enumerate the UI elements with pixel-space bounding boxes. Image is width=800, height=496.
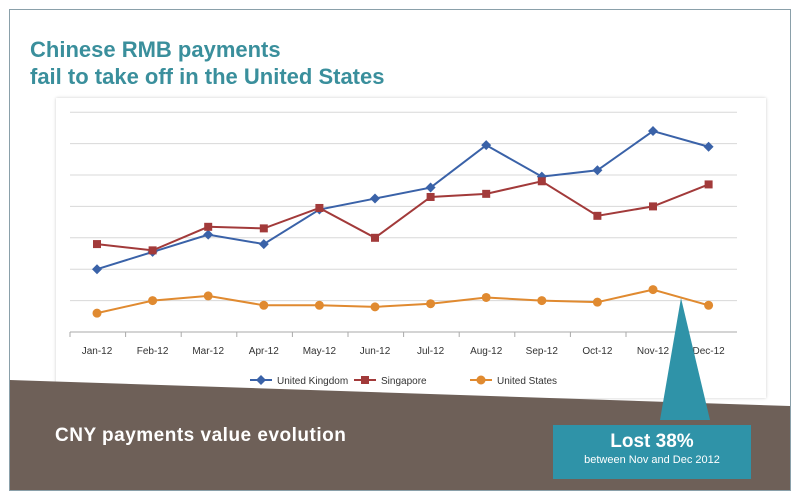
data-point bbox=[315, 203, 324, 212]
legend-marker bbox=[476, 375, 486, 385]
data-point bbox=[593, 211, 602, 220]
x-tick-label: Sep-12 bbox=[526, 346, 559, 357]
series-line-singapore bbox=[96, 180, 709, 252]
data-point bbox=[371, 233, 379, 242]
title-line-1: Chinese RMB payments bbox=[30, 37, 281, 62]
x-tick-label: Apr-12 bbox=[249, 346, 279, 357]
slide-title: Chinese RMB payments fail to take off in… bbox=[30, 36, 384, 90]
data-point bbox=[370, 193, 380, 204]
data-point bbox=[426, 299, 436, 309]
series-line-united-states bbox=[96, 288, 709, 315]
data-point bbox=[92, 264, 102, 275]
legend-marker bbox=[361, 376, 369, 384]
x-tick-label: Jun-12 bbox=[360, 346, 391, 357]
data-point bbox=[482, 189, 491, 198]
data-point bbox=[148, 296, 158, 306]
data-point bbox=[481, 140, 492, 151]
data-point bbox=[592, 297, 602, 307]
data-point bbox=[259, 300, 269, 310]
legend-label: United States bbox=[497, 376, 557, 387]
data-point bbox=[92, 308, 102, 318]
data-point bbox=[203, 291, 213, 301]
x-tick-label: Oct-12 bbox=[582, 346, 612, 357]
data-point bbox=[425, 182, 436, 193]
x-tick-label: May-12 bbox=[303, 346, 337, 357]
data-point bbox=[203, 229, 214, 240]
x-tick-label: Dec-12 bbox=[692, 346, 725, 357]
callout-box: Lost 38% between Nov and Dec 2012 bbox=[553, 425, 751, 479]
legend-label: United Kingdom bbox=[277, 376, 348, 387]
legend-marker bbox=[256, 375, 266, 385]
callout-detail: between Nov and Dec 2012 bbox=[584, 454, 720, 466]
callout-headline: Lost 38% bbox=[610, 431, 694, 452]
chart-area bbox=[56, 98, 766, 398]
data-point bbox=[204, 222, 213, 231]
data-point bbox=[704, 180, 713, 189]
x-tick-label: Jan-12 bbox=[82, 346, 113, 357]
x-tick-label: Mar-12 bbox=[192, 346, 224, 357]
x-tick-label: Aug-12 bbox=[470, 346, 503, 357]
line-chart: Jan-12 Feb-12 Mar-12 Apr-12 May-12 Jun-12 Jul-… bbox=[10, 111, 790, 490]
x-tick-label: Feb-12 bbox=[137, 346, 169, 357]
data-point bbox=[93, 240, 101, 249]
data-point bbox=[370, 302, 380, 312]
data-point bbox=[314, 300, 324, 310]
series-line-united-kingdom bbox=[96, 129, 709, 271]
data-point bbox=[537, 177, 546, 186]
data-point bbox=[426, 192, 435, 201]
chart-subtitle: CNY payments value evolution bbox=[55, 425, 347, 446]
data-point bbox=[258, 239, 269, 250]
callout-pointer bbox=[660, 298, 710, 420]
data-point bbox=[148, 246, 157, 255]
slide-frame: Chinese RMB payments fail to take off in… bbox=[9, 9, 791, 491]
data-point bbox=[592, 165, 603, 176]
data-point bbox=[648, 285, 658, 295]
data-point bbox=[259, 224, 268, 233]
data-point bbox=[649, 202, 657, 211]
data-point bbox=[648, 126, 658, 137]
legend-label: Singapore bbox=[381, 376, 427, 387]
x-tick-label: Jul-12 bbox=[417, 346, 445, 357]
x-tick-label: Nov-12 bbox=[637, 346, 670, 357]
data-point bbox=[481, 292, 491, 302]
data-point bbox=[703, 141, 714, 152]
title-line-2: fail to take off in the United States bbox=[30, 64, 385, 89]
data-point bbox=[537, 296, 547, 306]
data-point bbox=[704, 300, 714, 310]
